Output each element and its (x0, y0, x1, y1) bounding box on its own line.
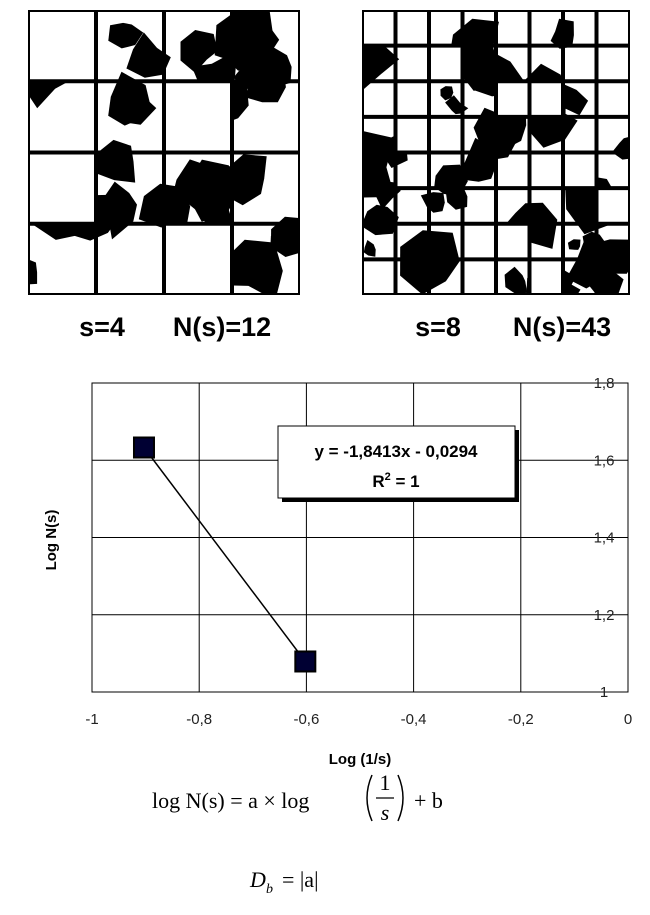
empty-box (529, 81, 563, 117)
blob (420, 192, 445, 213)
x-tick-label: -0,6 (293, 711, 319, 728)
y-axis-label: Log N(s) (43, 510, 60, 571)
empty-box (462, 259, 496, 295)
y-tick-label: 1,4 (594, 530, 615, 547)
x-tick-label: 0 (624, 711, 632, 728)
formula-rhs: + b (414, 788, 443, 813)
blob (98, 154, 122, 172)
line (143, 447, 306, 662)
annotation-box (277, 425, 516, 499)
empty-box (362, 10, 396, 46)
panel-count: N(s)=43 (513, 312, 611, 342)
blob (362, 131, 395, 198)
y-tick-label: 1,6 (594, 452, 615, 469)
formula-denominator: s (381, 800, 390, 825)
dimension-base: D (249, 867, 266, 892)
texture (362, 10, 630, 295)
y-tick-label: 1 (600, 684, 608, 701)
formula-numerator: 1 (380, 770, 391, 795)
empty-box (429, 45, 463, 82)
paren (397, 774, 404, 822)
empty-box (529, 259, 563, 295)
blob (440, 86, 454, 101)
empty-box (563, 152, 597, 189)
r-squared-part: = 1 (391, 472, 420, 491)
texture (28, 10, 300, 295)
paren (366, 774, 373, 822)
empty-box (164, 223, 232, 295)
marker (132, 436, 155, 459)
marker (294, 650, 317, 673)
empty-box (395, 10, 429, 46)
x-tick-label: -1 (85, 711, 98, 728)
empty-box (395, 116, 429, 153)
trendline-equation: y = -1,8413x - 0,0294 (314, 442, 478, 461)
y-tick-label: 1,2 (594, 607, 615, 624)
panel-scale: s=4 (79, 312, 125, 342)
formula-lhs: log N(s) = a × log (152, 788, 309, 813)
empty-box (496, 81, 530, 117)
empty-box (496, 223, 530, 260)
blob (108, 22, 144, 49)
blob (233, 50, 277, 95)
blob (180, 30, 218, 73)
empty-box (28, 152, 96, 224)
x-tick-label: -0,4 (401, 711, 427, 728)
empty-box (596, 188, 630, 224)
blob (567, 239, 581, 250)
blob (362, 37, 400, 89)
r-squared-part: 2 (385, 471, 391, 483)
blob (170, 159, 218, 216)
blob (362, 204, 399, 236)
x-axis-label: Log (1/s) (329, 751, 392, 768)
blob (110, 90, 157, 125)
x-tick-label: -0,8 (186, 711, 212, 728)
panel-count: N(s)=12 (173, 312, 271, 342)
blob (126, 32, 171, 78)
blob (504, 266, 528, 294)
chart: -1 -0,8 -0,6 -0,4 -0,2 01 1,2 1,4 1,6 1,8 Log (1/s… (43, 375, 632, 768)
blob (271, 216, 300, 257)
blob (363, 240, 376, 257)
panel-scale: s=8 (415, 312, 461, 342)
blob (28, 259, 38, 285)
r-squared-part: R (372, 472, 384, 491)
y-tick-label: 1,8 (594, 375, 615, 392)
blob (222, 239, 283, 295)
formula: log N(s) = a × log 1 s + b D b = |a| (152, 770, 443, 897)
dimension-sub: b (266, 882, 273, 897)
dimension-rhs: = |a| (282, 867, 318, 892)
x-tick-label: -0,2 (508, 711, 534, 728)
r-squared: R2 = 1 (372, 471, 419, 491)
empty-box (28, 10, 96, 82)
empty-box (164, 81, 232, 153)
